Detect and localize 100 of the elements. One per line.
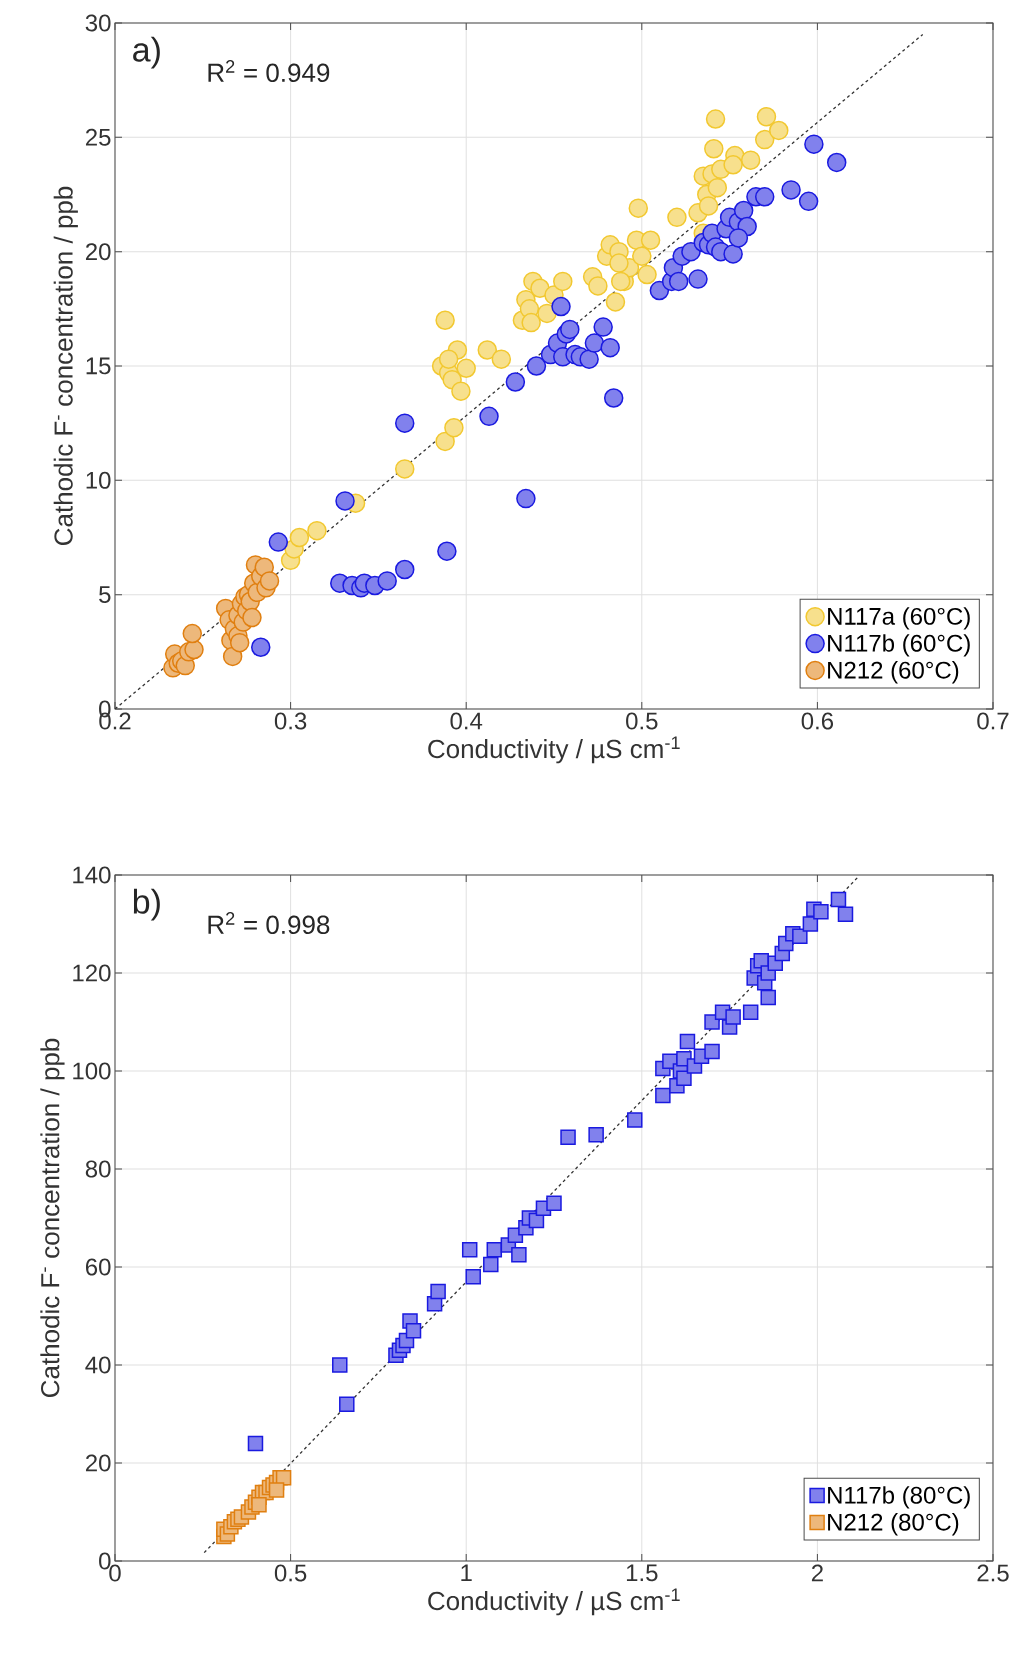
point — [451, 381, 471, 401]
point — [632, 246, 652, 266]
point — [667, 207, 687, 228]
point — [394, 559, 415, 580]
point — [268, 532, 289, 552]
y-tick-label: 140 — [73, 866, 111, 884]
point — [377, 571, 397, 591]
x-tick-label: 0.5 — [626, 712, 658, 730]
annotation: R$^{2}$ = 0.949 — [208, 60, 330, 83]
point — [640, 230, 661, 250]
point — [802, 916, 819, 932]
point — [781, 180, 801, 200]
point — [637, 264, 657, 285]
legend-label: N117b (60°C) — [828, 634, 970, 657]
point — [229, 632, 250, 653]
annotation: R$^{2}$ = 0.998 — [208, 912, 330, 935]
point — [437, 541, 457, 561]
point — [740, 150, 761, 170]
legend-label: N212 (80°C) — [828, 1513, 959, 1536]
legend-label: N212 (60°C) — [828, 661, 959, 684]
point — [600, 337, 620, 358]
x-tick-label: 0.5 — [274, 1564, 307, 1582]
point — [560, 319, 580, 340]
point — [588, 276, 608, 296]
y-tick-label: 20 — [85, 1454, 111, 1472]
point — [521, 312, 541, 333]
point — [728, 228, 749, 248]
point — [182, 623, 203, 644]
point — [603, 388, 624, 408]
point — [679, 1033, 696, 1050]
point — [688, 269, 708, 289]
point — [804, 134, 824, 154]
point — [756, 106, 777, 127]
point — [491, 349, 512, 369]
point — [588, 1126, 604, 1143]
point — [479, 406, 499, 427]
point — [461, 1242, 478, 1258]
point — [247, 1435, 264, 1452]
point — [830, 891, 847, 908]
point — [394, 413, 415, 433]
x-tick-label: 2.5 — [977, 1564, 1009, 1582]
point — [332, 1357, 348, 1373]
point — [394, 459, 415, 479]
point — [733, 200, 754, 221]
point — [526, 356, 547, 376]
point — [579, 349, 599, 369]
point — [754, 187, 775, 207]
point — [242, 607, 262, 628]
point — [553, 271, 573, 292]
x-tick-label: 1.5 — [626, 1564, 658, 1582]
point — [456, 358, 476, 379]
point — [760, 989, 776, 1006]
point — [405, 1322, 422, 1339]
point — [551, 296, 571, 317]
point — [754, 129, 775, 150]
point — [251, 1496, 267, 1513]
point — [259, 571, 280, 591]
x-tick-label: 0.3 — [274, 712, 307, 730]
point — [184, 639, 204, 660]
point — [268, 1482, 285, 1498]
point — [511, 1246, 527, 1263]
y-tick-label: 0 — [99, 1552, 111, 1570]
point — [792, 928, 808, 944]
point — [707, 177, 728, 198]
point — [668, 271, 689, 292]
point — [546, 1195, 562, 1212]
point — [628, 198, 649, 218]
point — [307, 520, 327, 541]
y-tick-label: 60 — [85, 1258, 111, 1276]
point — [698, 196, 719, 216]
point — [723, 244, 743, 264]
y-tick-label: 10 — [86, 471, 111, 489]
point — [593, 317, 613, 337]
legend-label: N117b (80°C) — [828, 1486, 970, 1509]
x-tick-label: 0.6 — [801, 712, 834, 730]
point — [444, 417, 464, 438]
point — [584, 333, 605, 353]
x-tick-label: 1 — [461, 1564, 472, 1582]
point — [430, 1283, 446, 1300]
point — [435, 310, 455, 330]
annotation: a) — [133, 36, 160, 69]
x-tick-label: 0.4 — [450, 712, 483, 730]
point — [486, 1242, 503, 1258]
point — [676, 1070, 692, 1087]
point — [438, 349, 459, 369]
y-tick-label: 120 — [73, 964, 111, 982]
point — [704, 139, 724, 159]
point — [605, 292, 626, 312]
y-axis-title: Cathodic F$^{-}$ concentration / ppb — [53, 186, 78, 545]
point — [516, 488, 536, 509]
point — [477, 340, 498, 360]
point — [251, 637, 271, 657]
point — [655, 1087, 671, 1104]
point — [609, 253, 629, 273]
point — [705, 109, 726, 129]
point — [742, 1004, 759, 1020]
point — [813, 903, 829, 920]
x-axis-title: Conductivity / µS cm$^{-1}$ — [428, 1588, 680, 1616]
x-tick-label: 0.7 — [977, 712, 1009, 730]
y-tick-label: 15 — [86, 357, 111, 375]
